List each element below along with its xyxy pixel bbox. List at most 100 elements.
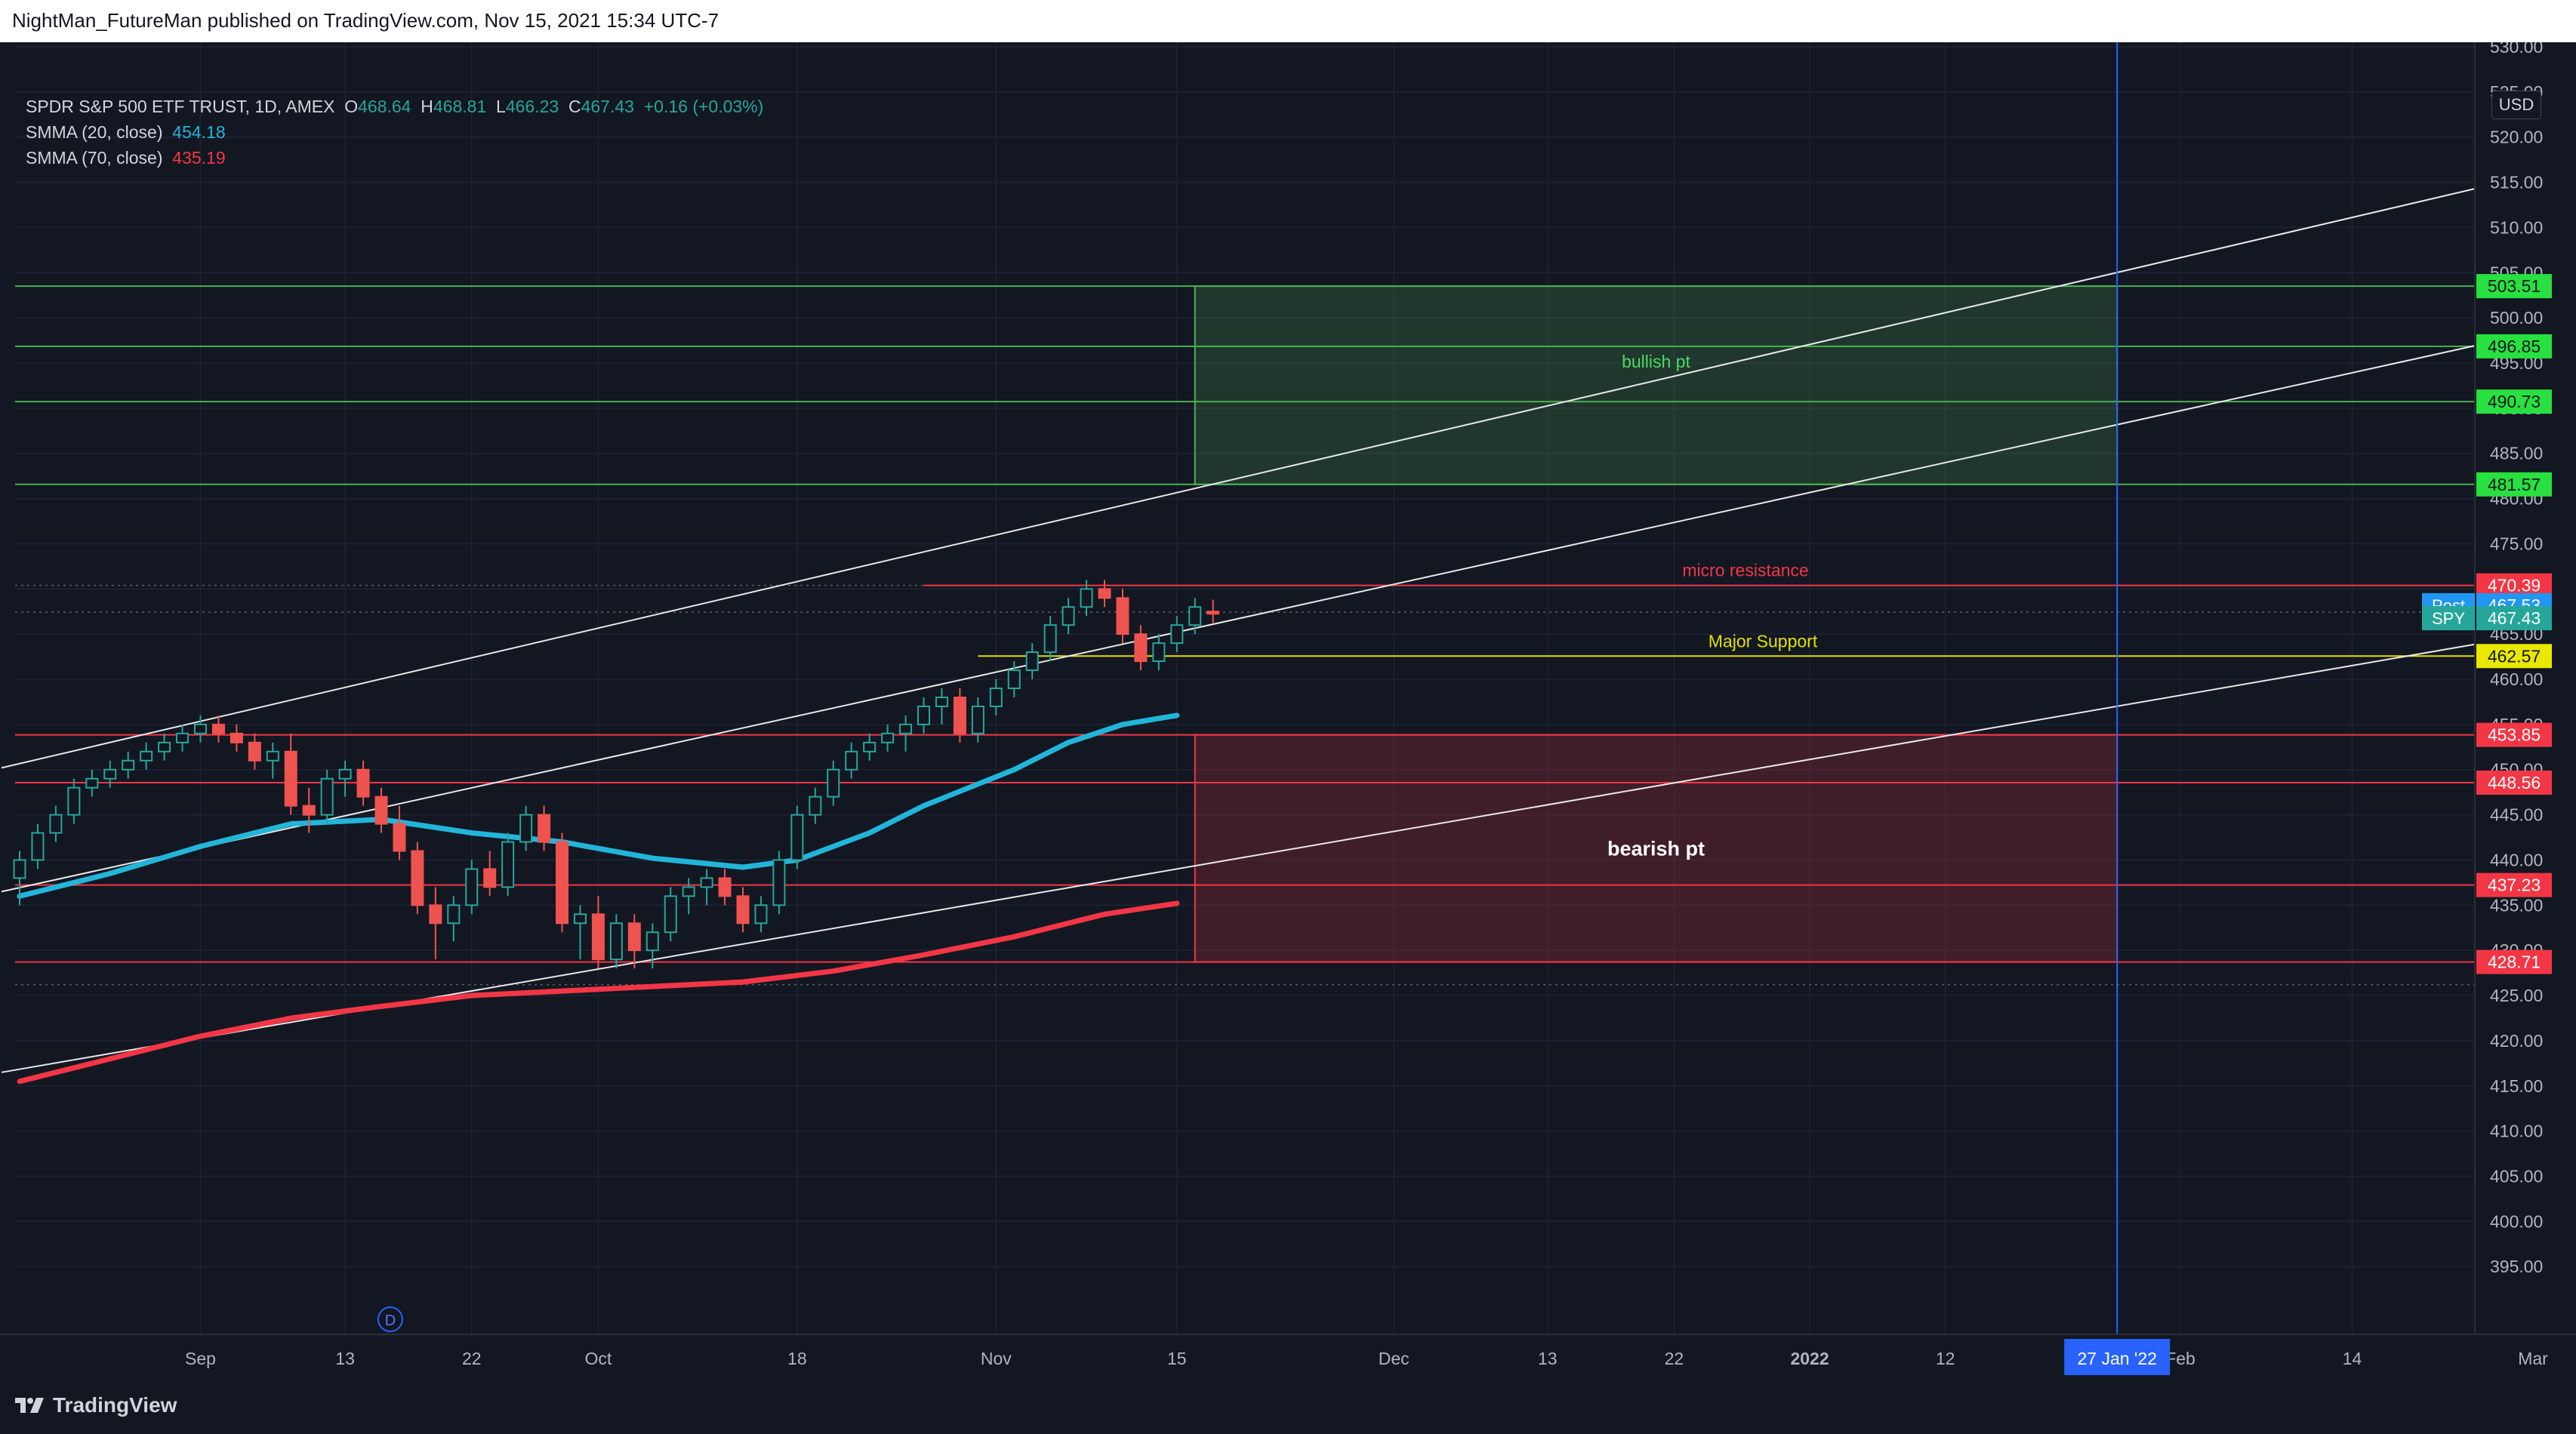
level-tag: [2476, 872, 2552, 897]
price-tick-label: 530.00: [2490, 42, 2543, 57]
price-tick-label: 410.00: [2490, 1122, 2543, 1141]
candle-up: [917, 705, 930, 725]
level-tag-label: 462.57: [2488, 646, 2541, 666]
candle-up: [1025, 651, 1039, 672]
price-tick-label: 460.00: [2490, 669, 2543, 689]
candle-up: [67, 786, 81, 816]
price-tag-label: 467.43: [2488, 608, 2541, 628]
price-chart[interactable]: bullish pt bearish pt micro resistance Maj…: [0, 42, 2576, 1383]
trendline: [1, 326, 2561, 893]
branding-bar: TradingView: [0, 1383, 2576, 1434]
dividend-marker-label: D: [385, 1312, 396, 1329]
level-tag: [2476, 722, 2552, 747]
price-tick-label: 415.00: [2490, 1076, 2543, 1096]
low-label: L: [496, 97, 506, 116]
candle-down: [736, 895, 750, 925]
candle-up: [338, 768, 352, 780]
candle-up: [646, 931, 659, 952]
time-tick-label: Feb: [2165, 1349, 2195, 1368]
candle-up: [13, 859, 26, 879]
price-tick-label: 500.00: [2490, 308, 2543, 328]
candle-down: [483, 868, 497, 888]
price-tick-label: 435.00: [2490, 895, 2543, 915]
time-axis: Sep 13 22 Oct 18 Nov 15 Dec 13 22 2022 12 Feb 14 Mar 27…: [0, 1334, 2576, 1383]
dividend-marker: [377, 1306, 403, 1332]
candle-down: [374, 795, 388, 825]
symbol-name: SPDR S&P 500 ETF TRUST, 1D, AMEX: [26, 97, 335, 116]
time-tick-label: Dec: [1379, 1349, 1410, 1368]
candle-up: [49, 814, 63, 834]
candle-up: [989, 688, 1003, 707]
sma70-label: SMMA (70, close): [26, 148, 163, 168]
candle-up: [447, 904, 461, 925]
level-tag: [2476, 389, 2552, 414]
level-tag-label: 448.56: [2488, 773, 2541, 792]
price-tick-label: 405.00: [2490, 1166, 2543, 1186]
candle-up: [519, 814, 533, 843]
change-value: +0.16 (+0.03%): [643, 97, 764, 116]
candle-down: [248, 741, 261, 762]
sma70-row[interactable]: SMMA (70, close) 435.19: [26, 145, 763, 171]
crosshair-date-tag: [2064, 1339, 2171, 1375]
level-tag-label: 490.73: [2488, 392, 2541, 411]
candle-up: [809, 795, 822, 816]
candle-up: [1007, 669, 1021, 690]
chart-area[interactable]: bullish pt bearish pt micro resistance Maj…: [0, 42, 2576, 1383]
time-tick-label: 22: [1665, 1349, 1684, 1368]
candle-up: [465, 868, 479, 906]
time-tick-label: 22: [462, 1349, 482, 1368]
tradingview-logo-icon: [15, 1398, 44, 1413]
candle-down: [1098, 588, 1111, 599]
price-tag: [2476, 606, 2552, 631]
candle-up: [122, 759, 135, 771]
candle-up: [85, 777, 99, 789]
level-tag-label: 470.39: [2488, 576, 2541, 595]
trade-zones: bullish pt bearish pt: [1194, 285, 2118, 963]
publisher-bar: NightMan_FutureMan published on TradingV…: [0, 0, 2576, 42]
price-tick-label: 420.00: [2490, 1031, 2543, 1051]
sma20-line: [17, 712, 1180, 899]
candle-down: [538, 814, 551, 843]
time-tick-label: 18: [787, 1349, 807, 1368]
candle-down: [411, 850, 424, 906]
candle-up: [194, 723, 207, 734]
level-tag-label: 481.57: [2488, 475, 2541, 494]
bearish-zone: [1194, 734, 2118, 963]
price-tick-label: 400.00: [2490, 1211, 2543, 1231]
low-value: 466.23: [505, 97, 559, 116]
price-axis-bg: [2475, 42, 2576, 1383]
chart-legend: SPDR S&P 500 ETF TRUST, 1D, AMEX O468.64…: [26, 94, 763, 171]
candle-up: [1188, 606, 1202, 626]
candle-up: [320, 777, 334, 816]
candle-down: [429, 904, 442, 925]
time-tick-label: Nov: [981, 1349, 1012, 1368]
price-tick-label: 515.00: [2490, 173, 2543, 192]
time-tick-label: 2022: [1790, 1349, 1829, 1368]
time-tick-label: 15: [1167, 1349, 1187, 1368]
tradingview-logo[interactable]: TradingView: [15, 1393, 177, 1417]
price-tick-label: 445.00: [2490, 805, 2543, 825]
sma20-row[interactable]: SMMA (20, close) 454.18: [26, 119, 763, 145]
close-label: C: [568, 97, 581, 116]
time-tick-label: 13: [1538, 1349, 1558, 1368]
time-tick-label: 14: [2343, 1349, 2362, 1368]
currency-button[interactable]: USD: [2491, 91, 2541, 119]
candle-up: [140, 750, 153, 762]
level-tag-label: 453.85: [2488, 725, 2541, 745]
candle-down: [284, 750, 297, 807]
candle-up: [754, 904, 768, 925]
candle-up: [971, 705, 984, 734]
candle-up: [501, 841, 515, 888]
candle-down: [1134, 633, 1148, 663]
candle-up: [863, 741, 877, 752]
time-tick-label: Sep: [185, 1349, 216, 1368]
sma20-value: 454.18: [172, 122, 226, 142]
level-tag-label: 496.85: [2488, 337, 2541, 356]
level-tag-label: 437.23: [2488, 875, 2541, 895]
price-tick-label: 440.00: [2490, 850, 2543, 869]
price-levels: micro resistance Major Support: [15, 285, 2475, 986]
candle-down: [393, 823, 406, 852]
candle-down: [356, 768, 370, 798]
high-label: H: [421, 97, 433, 116]
